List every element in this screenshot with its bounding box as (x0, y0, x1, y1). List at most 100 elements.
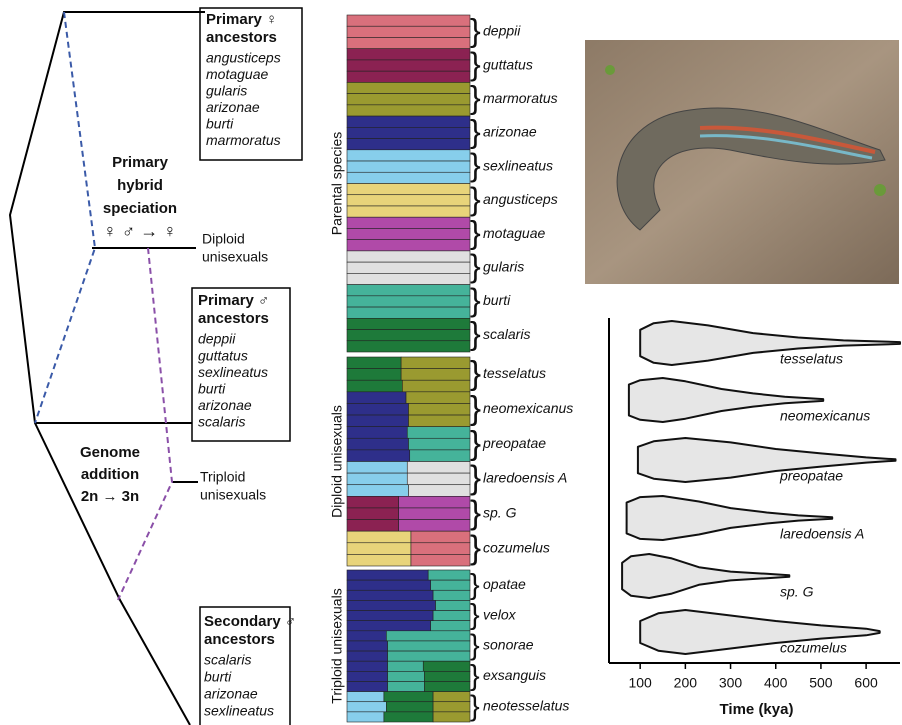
ancestry-segment (399, 496, 470, 508)
ancestry-segment (347, 671, 388, 681)
species-label: guttatus (483, 56, 533, 72)
ancestry-segment (347, 206, 470, 217)
ancestry-segment (347, 600, 436, 610)
ancestry-segment (388, 651, 470, 661)
ancestry-segment (347, 71, 470, 82)
ancestry-segment (347, 485, 409, 497)
ancestry-segment (347, 150, 470, 161)
ancestry-segment (347, 273, 470, 284)
ancestry-segment (347, 217, 470, 228)
box-subtitle: ancestors (198, 310, 269, 327)
ancestry-segment (347, 520, 399, 532)
hybrid-link (35, 12, 95, 423)
violin-label: cozumelus (780, 640, 847, 656)
box-item: scalaris (204, 652, 251, 668)
box-item: burti (198, 381, 226, 397)
species-label: gularis (483, 258, 524, 274)
box-item: arizonae (206, 99, 260, 115)
species-label: opatae (483, 576, 526, 592)
brace: } (470, 248, 481, 284)
species-label: exsanguis (483, 667, 546, 683)
ancestry-segment (407, 462, 470, 474)
brace: } (470, 316, 481, 352)
box-item: deppii (198, 331, 236, 347)
violin-label: laredoensis A (780, 526, 864, 542)
photo (585, 40, 899, 284)
label: Diploid (202, 231, 245, 247)
figure: Primary ♀ancestorsangusticepsmotaguaegul… (0, 0, 902, 725)
species-label: deppii (483, 23, 521, 39)
brace: } (470, 569, 480, 601)
brace: } (470, 355, 481, 392)
ancestry-segment (347, 49, 470, 60)
violin-label: neomexicanus (780, 408, 870, 424)
box-title: Primary ♀ (206, 11, 277, 28)
ancestry-segment (347, 580, 431, 590)
ancestry-segment (347, 508, 399, 520)
ancestry-segment (347, 60, 470, 71)
ancestry-segment (406, 392, 470, 404)
ancestry-segment (347, 651, 388, 661)
ancestry-segment (431, 621, 470, 631)
box-title: Primary ♂ (198, 292, 269, 309)
ancestry-segment (347, 296, 470, 307)
group-label: Diploid unisexuals (329, 405, 345, 518)
ancestry-segment (428, 570, 470, 580)
ancestry-segment (347, 369, 401, 381)
brace: } (470, 690, 480, 722)
species-label: angusticeps (483, 191, 558, 207)
ancestry-segment (347, 531, 411, 543)
brace: } (470, 599, 480, 631)
ancestry-segment (347, 26, 470, 37)
ancestry-segment (347, 450, 410, 462)
ancestry-segment (388, 681, 425, 691)
ancestry-segment (388, 661, 424, 671)
ancestry-segment (388, 641, 470, 651)
species-label: arizonae (483, 124, 537, 140)
x-tick-label: 600 (854, 675, 878, 691)
ancestry-segment (347, 15, 470, 26)
ancestry-segment (399, 520, 470, 532)
ancestry-segment (347, 240, 470, 251)
x-tick-label: 500 (809, 675, 833, 691)
ancestry-segment (347, 285, 470, 296)
species-label: neotesselatus (483, 698, 569, 714)
ancestry-segment (347, 590, 433, 600)
species-label: burti (483, 292, 511, 308)
box-item: angusticeps (206, 50, 281, 66)
species-label: scalaris (483, 326, 530, 342)
violin (622, 554, 789, 598)
ancestry-segment (347, 127, 470, 138)
ancestry-segment (347, 139, 470, 150)
ancestry-segment (347, 94, 470, 105)
x-tick-label: 400 (764, 675, 788, 691)
ancestry-segment (347, 307, 470, 318)
brace: } (470, 113, 481, 149)
species-label: preopatae (482, 435, 546, 451)
label: 2n → 3n (81, 488, 139, 505)
label: unisexuals (200, 487, 266, 503)
box-item: arizonae (198, 397, 252, 413)
ancestry-segment (433, 702, 470, 712)
box-item: burti (204, 669, 232, 685)
species-label: sexlineatus (483, 157, 553, 173)
ancestry-segment (347, 330, 470, 341)
ancestry-segment (411, 554, 470, 566)
ancestry-segment (347, 82, 470, 93)
ancestry-segment (347, 37, 470, 48)
violin-label: tesselatus (780, 351, 843, 367)
box-item: guttatus (198, 347, 248, 363)
label: Genome (80, 444, 140, 461)
ancestry-segment (347, 427, 407, 439)
x-axis-title: Time (kya) (720, 701, 794, 718)
label: Triploid (200, 469, 245, 485)
label: hybrid (117, 177, 163, 194)
ancestry-segment (347, 228, 470, 239)
ancestry-segment (347, 692, 384, 702)
brace: } (470, 12, 481, 48)
brace: } (470, 460, 481, 497)
ancestry-segment (424, 681, 470, 691)
label: unisexuals (202, 249, 268, 265)
ancestry-segment (347, 392, 406, 404)
x-tick-label: 200 (674, 675, 698, 691)
